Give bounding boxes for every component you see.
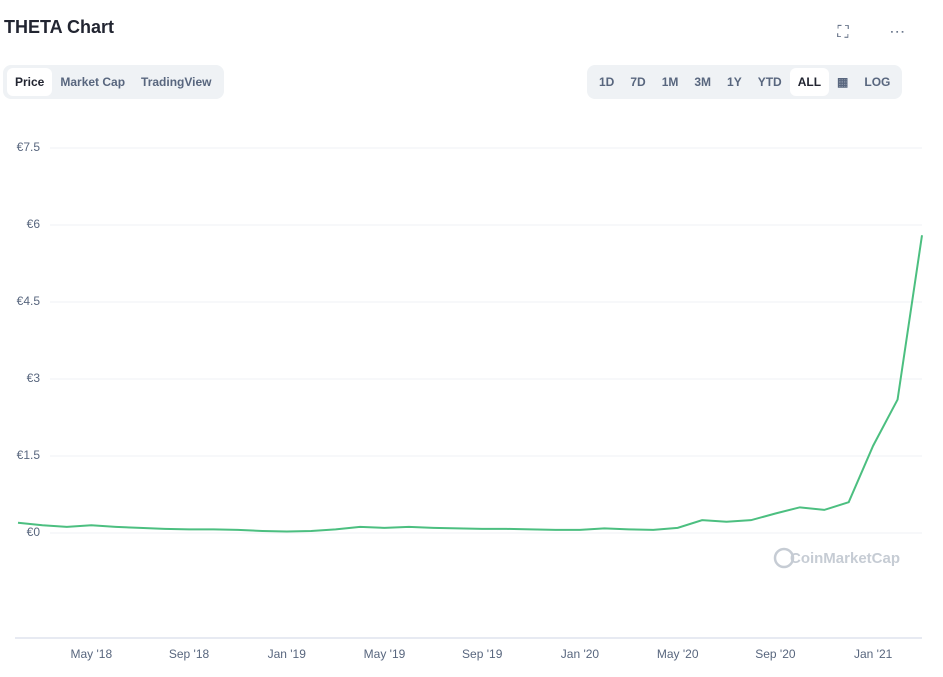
x-tick-label: May '18: [70, 647, 112, 661]
y-tick-label: €1.5: [17, 448, 41, 462]
y-tick-label: €6: [27, 217, 41, 231]
calendar-button[interactable]: ▦: [837, 75, 849, 89]
log-button[interactable]: LOG: [864, 75, 891, 89]
x-tick-label: Jan '20: [561, 647, 600, 661]
x-tick-label: Sep '18: [169, 647, 210, 661]
page-title: THETA Chart: [4, 17, 114, 37]
x-tick-label: Jan '19: [268, 647, 307, 661]
range-group: 1D 7D 1M 3M 1Y YTD ALL ▦ LOG: [587, 65, 903, 99]
y-tick-label: €7.5: [17, 140, 41, 154]
range-button[interactable]: 7D: [630, 75, 646, 89]
range-button[interactable]: 1Y: [727, 75, 742, 89]
x-tick-label: Jan '21: [854, 647, 893, 661]
x-tick-label: May '20: [657, 647, 699, 661]
chart-tab[interactable]: TradingView: [141, 75, 212, 89]
range-button[interactable]: YTD: [757, 75, 782, 89]
chart-tab[interactable]: Price: [7, 68, 53, 96]
toolbar-icons[interactable]: ⛶ ⋯: [837, 24, 923, 41]
x-tick-label: Sep '20: [755, 647, 796, 661]
range-button[interactable]: 1M: [661, 75, 679, 89]
range-button[interactable]: 1D: [599, 75, 615, 89]
y-tick-label: €4.5: [17, 294, 41, 308]
x-tick-label: May '19: [364, 647, 406, 661]
y-tick-label: €0: [27, 525, 41, 539]
range-button[interactable]: ALL: [789, 68, 830, 96]
price-line: [17, 235, 923, 533]
watermark-logo: [773, 547, 795, 569]
tab-group: Price Market Cap TradingView: [3, 65, 224, 99]
watermark: CoinMarketCap: [790, 550, 900, 567]
x-tick-label: Sep '19: [462, 647, 503, 661]
range-button[interactable]: 3M: [694, 75, 712, 89]
chart-tab[interactable]: Market Cap: [60, 75, 126, 89]
y-tick-label: €3: [27, 371, 41, 385]
